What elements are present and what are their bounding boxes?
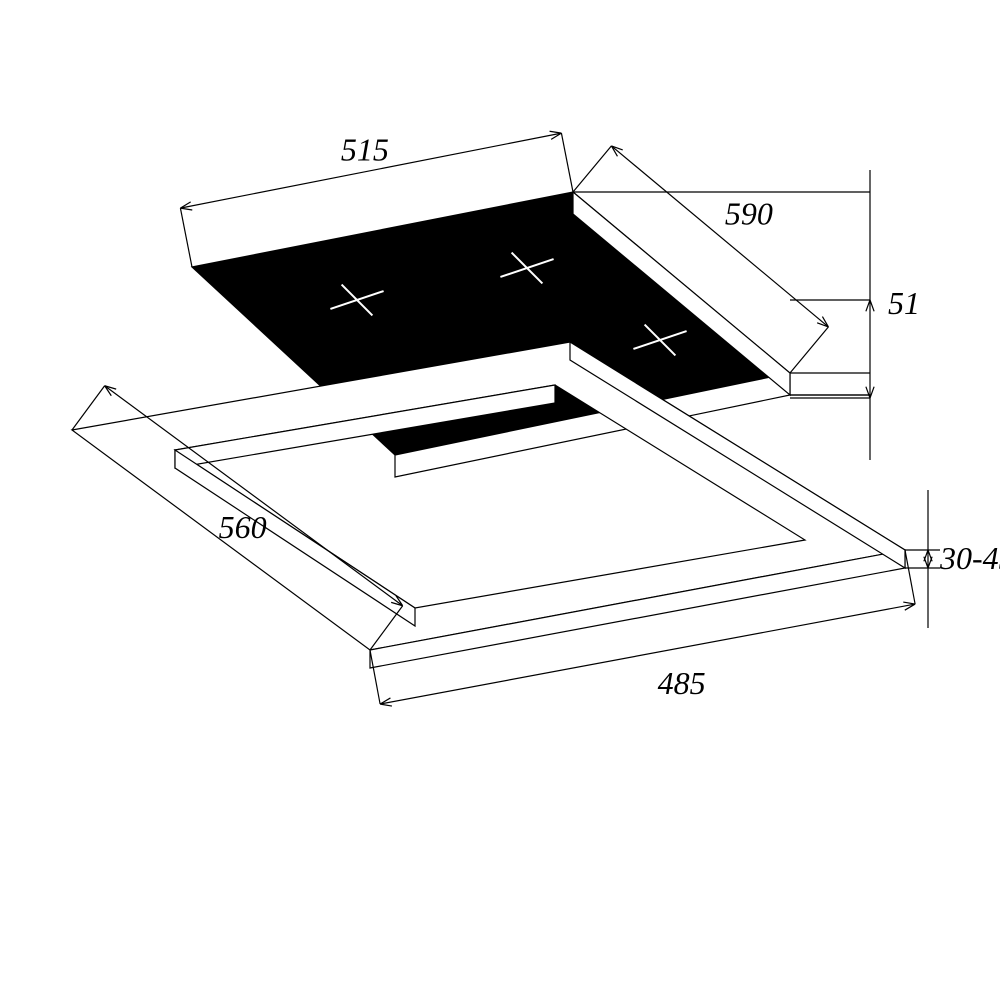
technical-diagram: 515 590 560 485 51 30-45 — [0, 0, 1000, 1000]
dim-top-depth: 515 — [341, 132, 389, 168]
dim-thickness: 30-45 — [939, 540, 1000, 576]
dim-cutout-depth: 485 — [658, 665, 706, 701]
dim-cutout-width: 560 — [219, 509, 267, 545]
dim-top-width: 590 — [725, 195, 773, 231]
dim-height: 51 — [888, 285, 920, 321]
